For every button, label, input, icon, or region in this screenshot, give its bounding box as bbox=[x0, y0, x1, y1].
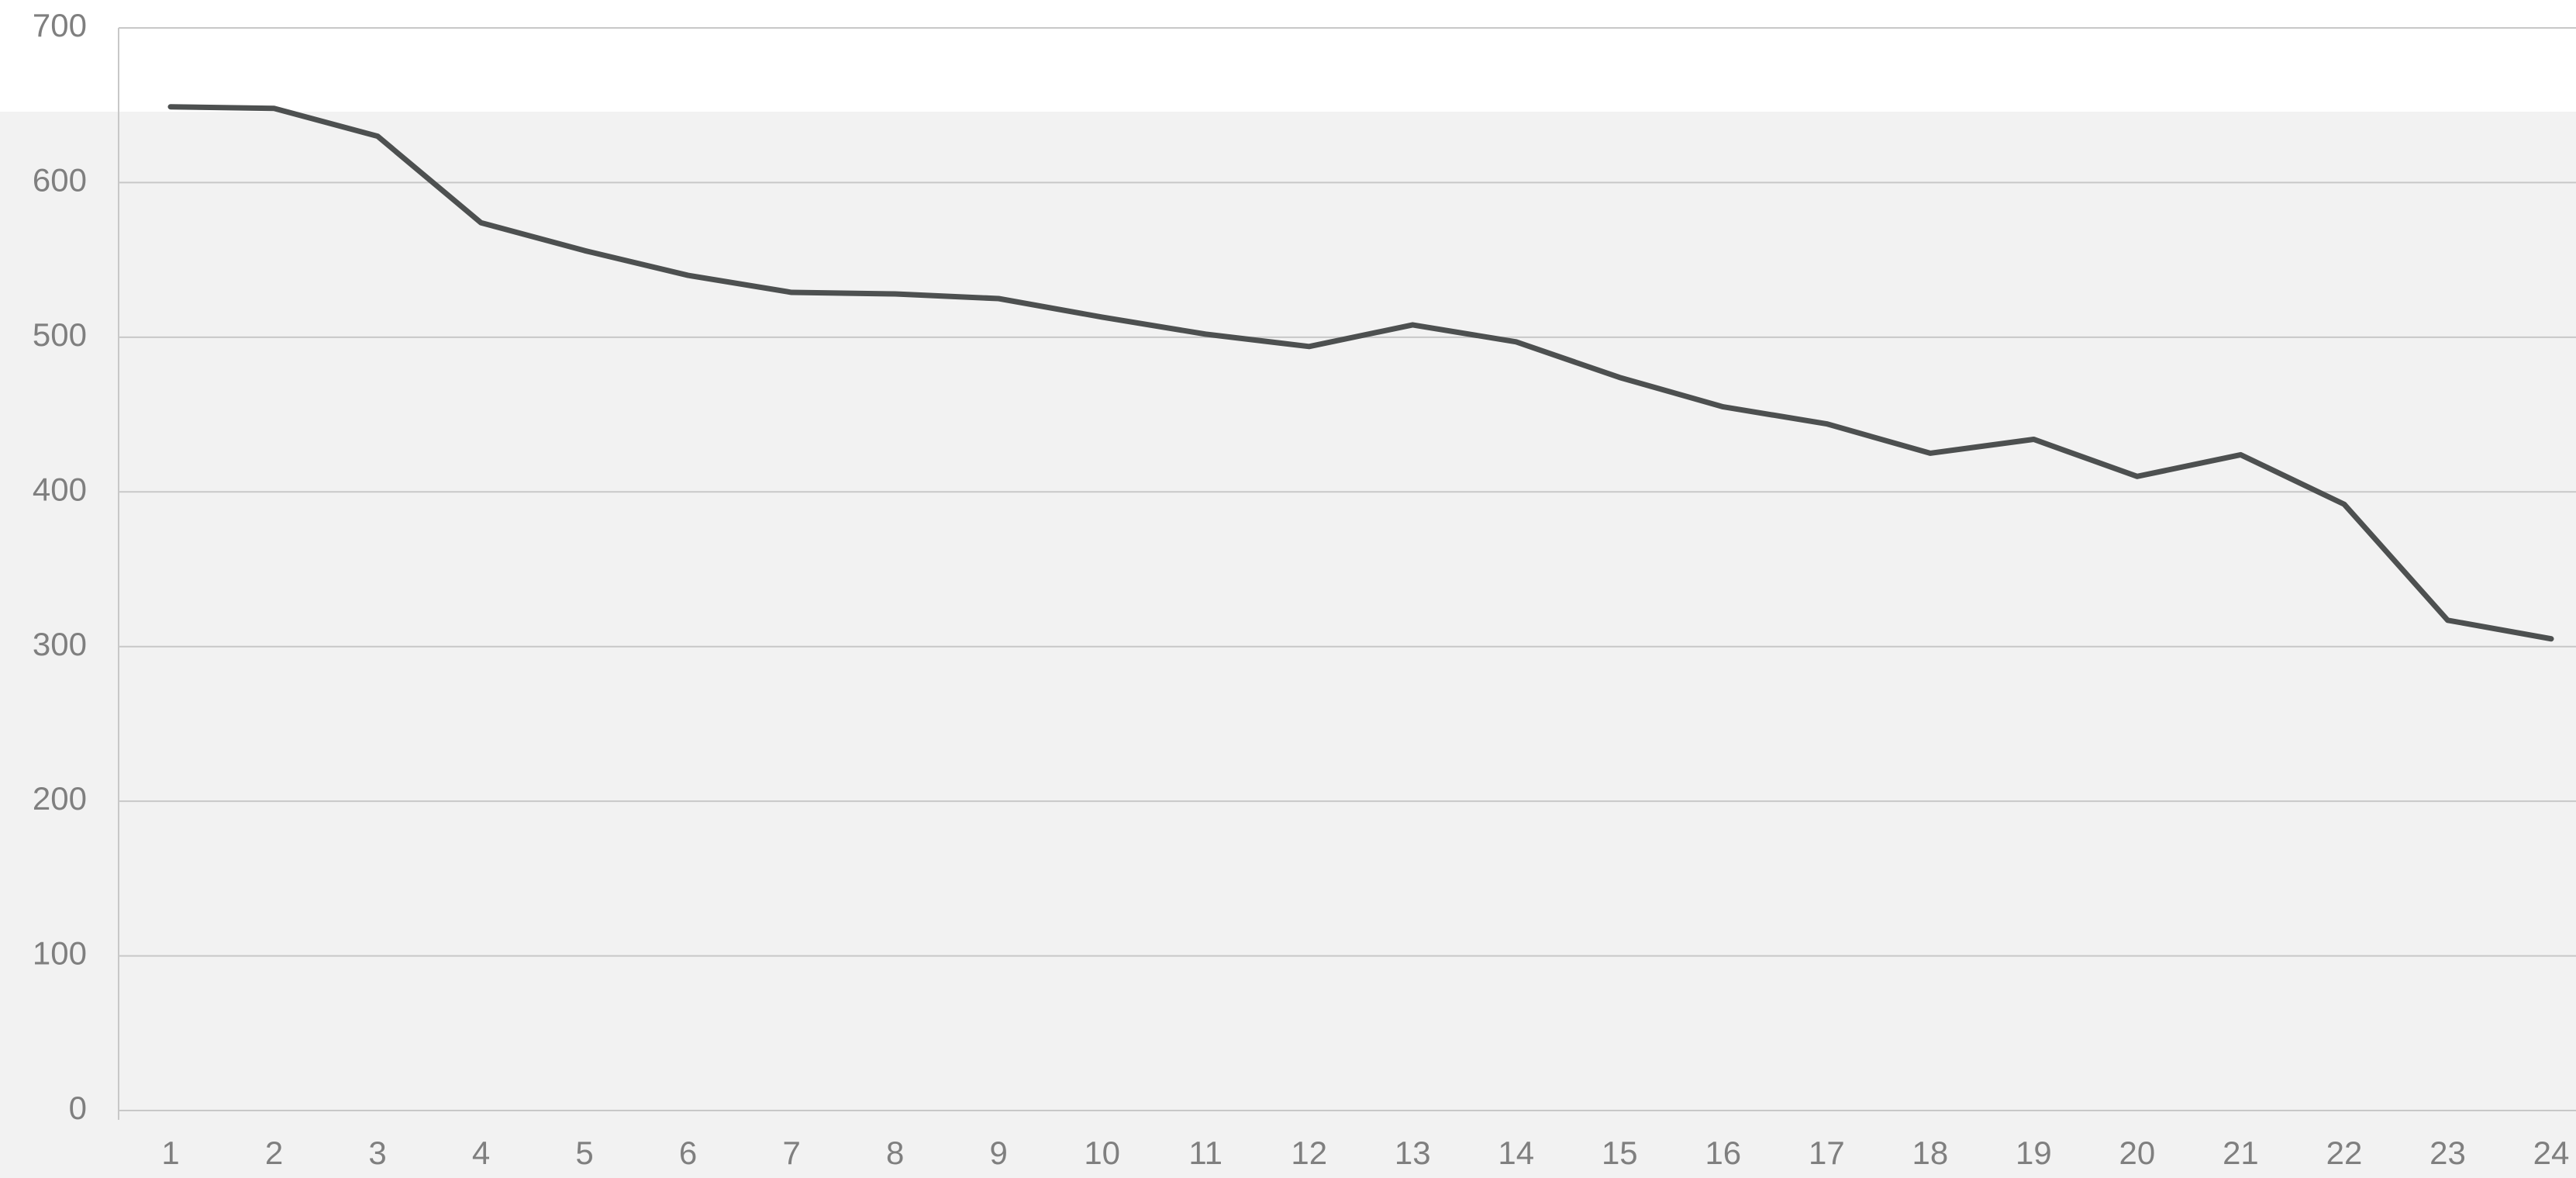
x-tick-label: 9 bbox=[989, 1135, 1007, 1171]
x-tick-label: 15 bbox=[1602, 1135, 1638, 1171]
x-tick-label: 13 bbox=[1395, 1135, 1431, 1171]
y-tick-label: 600 bbox=[33, 162, 87, 199]
x-tick-label: 19 bbox=[2016, 1135, 2052, 1171]
y-tick-label: 200 bbox=[33, 780, 87, 817]
y-tick-label: 400 bbox=[33, 471, 87, 507]
x-tick-label: 7 bbox=[782, 1135, 800, 1171]
x-tick-label: 14 bbox=[1498, 1135, 1534, 1171]
x-tick-label: 11 bbox=[1188, 1135, 1222, 1171]
x-tick-label: 23 bbox=[2429, 1135, 2466, 1171]
x-tick-label: 10 bbox=[1084, 1135, 1120, 1171]
x-tick-label: 6 bbox=[679, 1135, 697, 1171]
y-tick-label: 0 bbox=[69, 1090, 87, 1126]
x-tick-label: 22 bbox=[2326, 1135, 2363, 1171]
x-tick-label: 21 bbox=[2223, 1135, 2259, 1171]
x-tick-label: 12 bbox=[1291, 1135, 1327, 1171]
y-tick-label: 500 bbox=[33, 316, 87, 353]
plot-band bbox=[0, 112, 2576, 1178]
x-tick-label: 17 bbox=[1809, 1135, 1845, 1171]
y-tick-label: 300 bbox=[33, 626, 87, 662]
x-tick-label: 1 bbox=[161, 1135, 179, 1171]
x-tick-label: 18 bbox=[1912, 1135, 1949, 1171]
x-tick-label: 5 bbox=[575, 1135, 593, 1171]
x-tick-label: 24 bbox=[2533, 1135, 2570, 1171]
x-tick-label: 4 bbox=[472, 1135, 490, 1171]
x-tick-label: 3 bbox=[368, 1135, 386, 1171]
series-line bbox=[167, 104, 2554, 642]
x-tick-label: 20 bbox=[2119, 1135, 2156, 1171]
x-tick-label: 2 bbox=[265, 1135, 283, 1171]
x-tick-label: 16 bbox=[1705, 1135, 1741, 1171]
y-tick-label: 700 bbox=[33, 7, 87, 43]
y-tick-label: 100 bbox=[33, 935, 87, 972]
x-tick-label: 8 bbox=[886, 1135, 904, 1171]
